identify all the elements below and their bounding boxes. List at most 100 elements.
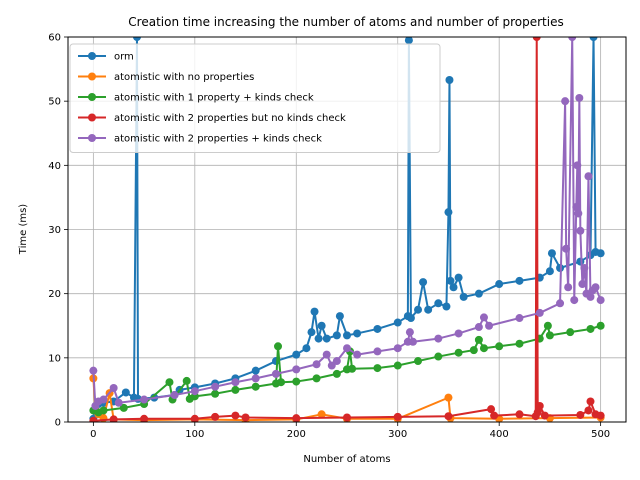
data-point	[487, 405, 496, 414]
data-point	[434, 334, 443, 343]
legend-marker	[88, 72, 96, 81]
y-tick-label: 0	[55, 418, 61, 429]
legend-label: atomistic with 2 properties + kinds chec…	[114, 134, 322, 145]
data-point	[459, 292, 468, 301]
data-point	[474, 323, 483, 332]
data-point	[535, 308, 544, 317]
data-point	[596, 249, 605, 258]
data-point	[419, 278, 428, 287]
data-point	[393, 318, 402, 327]
y-tick-label: 50	[48, 97, 61, 108]
data-point	[231, 378, 240, 387]
data-point	[310, 307, 319, 316]
data-point	[545, 267, 554, 276]
data-point	[543, 321, 552, 330]
data-point	[474, 335, 483, 344]
data-point	[251, 366, 260, 375]
y-tick-label: 40	[48, 161, 61, 172]
data-point	[292, 414, 301, 422]
data-point	[434, 299, 443, 308]
data-point	[444, 208, 453, 217]
x-tick-label: 400	[490, 429, 509, 440]
x-tick-label: 100	[185, 429, 204, 440]
series-3	[89, 37, 605, 422]
data-point	[353, 350, 362, 359]
data-point	[119, 403, 128, 412]
data-point	[576, 226, 585, 235]
series-4	[89, 37, 605, 410]
data-point	[474, 289, 483, 298]
data-point	[533, 408, 542, 417]
data-point	[547, 249, 556, 258]
data-point	[140, 414, 149, 422]
data-point	[109, 383, 118, 392]
data-point	[373, 324, 382, 333]
data-point	[495, 280, 504, 289]
data-point	[570, 296, 579, 305]
data-point	[568, 37, 577, 41]
data-point	[241, 413, 250, 422]
data-point	[449, 283, 458, 292]
data-point	[535, 401, 544, 410]
y-axis: 0 10 20 30 40 50 60	[48, 33, 68, 429]
data-point	[404, 37, 413, 45]
data-point	[251, 382, 260, 391]
legend-label: atomistic with 2 properties but no kinds…	[114, 113, 346, 124]
data-point	[114, 398, 123, 407]
data-point	[454, 348, 463, 357]
data-point	[314, 334, 323, 343]
data-point	[322, 350, 331, 359]
data-point	[190, 414, 199, 422]
data-point	[109, 415, 118, 422]
data-point	[332, 357, 341, 366]
data-point	[165, 378, 174, 387]
chart-title: Creation time increasing the number of a…	[128, 15, 563, 29]
data-point	[532, 37, 541, 41]
data-point	[586, 397, 595, 406]
data-point	[596, 321, 605, 330]
data-point	[317, 321, 326, 330]
data-point	[99, 406, 108, 415]
data-point	[211, 382, 220, 391]
data-point	[292, 365, 301, 374]
data-point	[414, 305, 423, 314]
data-point	[586, 324, 595, 333]
data-point	[580, 264, 589, 272]
data-point	[373, 364, 382, 373]
data-point	[540, 411, 549, 420]
data-point	[445, 75, 454, 84]
legend-box	[69, 43, 441, 153]
y-tick-label: 20	[48, 289, 61, 300]
data-point	[408, 337, 417, 346]
data-point	[596, 296, 605, 305]
data-point	[596, 411, 605, 420]
data-point	[591, 283, 600, 292]
y-tick-label: 30	[48, 225, 61, 236]
data-point	[545, 331, 554, 340]
legend-label: atomistic with 1 property + kinds check	[114, 93, 314, 104]
data-point	[307, 328, 316, 337]
data-point	[454, 329, 463, 338]
data-point	[190, 387, 199, 396]
data-point	[515, 276, 524, 285]
data-point	[393, 412, 402, 421]
data-point	[292, 350, 301, 359]
data-point	[332, 369, 341, 378]
y-tick-label: 10	[48, 353, 61, 364]
data-point	[485, 321, 494, 330]
data-point	[490, 411, 499, 420]
data-point	[271, 369, 280, 378]
data-point	[575, 93, 584, 102]
data-point	[332, 331, 341, 340]
data-point	[414, 357, 423, 366]
data-point	[277, 378, 286, 387]
data-point	[573, 161, 582, 170]
data-point	[231, 411, 240, 420]
series-2	[89, 321, 605, 417]
data-point	[561, 97, 570, 106]
data-point	[406, 314, 415, 323]
data-point	[454, 273, 463, 282]
data-point	[251, 374, 260, 383]
data-point	[89, 416, 98, 422]
x-axis: 0 100 200 300 400 500	[90, 422, 610, 440]
